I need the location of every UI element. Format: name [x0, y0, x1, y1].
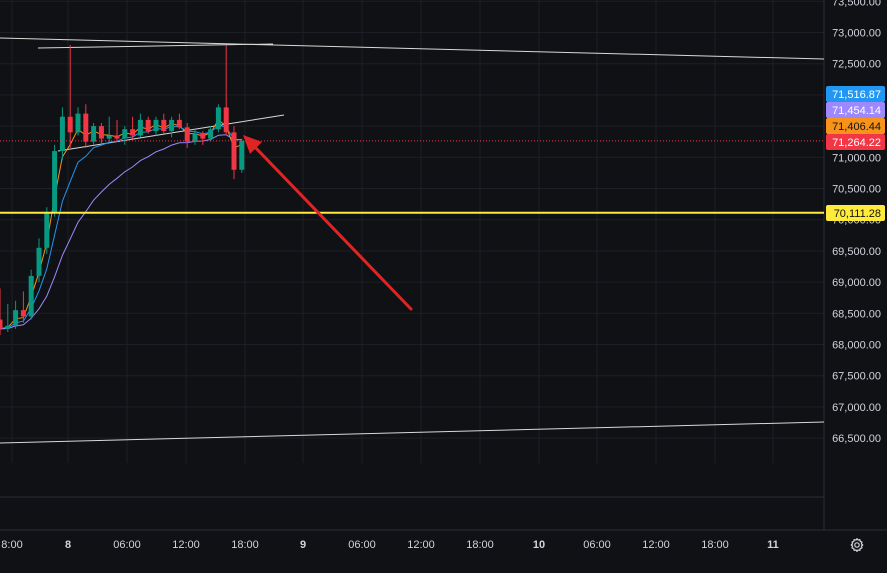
price-tick-label: 73,500.00 — [832, 0, 881, 8]
candle-body — [59, 116, 65, 152]
candle-body — [83, 113, 89, 142]
candle-body — [130, 129, 136, 136]
candle-body — [153, 119, 159, 132]
price-tick-label: 66,500.00 — [832, 433, 881, 445]
candle-body — [36, 247, 42, 276]
candle-body — [0, 319, 3, 329]
settings-button[interactable] — [848, 536, 866, 554]
candle-body — [208, 129, 214, 139]
candles — [0, 44, 245, 336]
time-tick-label: 18:00 — [466, 539, 494, 551]
trend-line — [37, 43, 274, 49]
price-tag-box — [826, 134, 885, 150]
price-tag-box — [826, 205, 885, 221]
candle-body — [52, 151, 58, 214]
time-tick-label: 12:00 — [407, 539, 435, 551]
candle-body — [114, 135, 120, 139]
time-tick-label: 11 — [767, 539, 779, 551]
price-tick-label: 68,000.00 — [832, 340, 881, 352]
candle-body — [176, 119, 182, 128]
price-tag-box — [826, 118, 885, 134]
price-tag-label: 71,264.22 — [832, 137, 881, 149]
moving-average-line — [0, 124, 242, 330]
candle-body — [200, 133, 206, 139]
price-tag-label: 70,111.28 — [834, 208, 881, 220]
candle-body — [231, 132, 237, 170]
candle-body — [75, 113, 81, 133]
price-tag-label: 71,406.44 — [832, 121, 881, 133]
time-tick-label: 9 — [300, 539, 306, 551]
price-tick-label: 69,000.00 — [832, 277, 881, 289]
trend-line — [0, 37, 825, 60]
trend-line — [0, 421, 825, 444]
time-tick-label: 12:00 — [172, 539, 200, 551]
trend-lines — [0, 37, 825, 444]
moving-average-line — [0, 134, 242, 330]
candle-body — [161, 119, 167, 132]
price-tick-label: 68,500.00 — [832, 308, 881, 320]
price-levels — [0, 140, 824, 214]
price-tags: 71,516.87 71,454.14 71,406.44 71,264.22 70,1… — [826, 86, 885, 221]
time-tick-label: 8 — [65, 539, 71, 551]
time-tick-label: 06:00 — [583, 539, 611, 551]
price-axis[interactable]: 73,500.0073,000.0072,500.0072,000.0071,5… — [832, 0, 881, 445]
time-tick-label: 18:00 — [231, 539, 259, 551]
candle-body — [184, 127, 190, 142]
arrow-shaft — [250, 142, 413, 311]
trend-line — [57, 114, 285, 152]
price-tag-label: 71,454.14 — [832, 105, 881, 117]
time-tick-label: 18:00 — [701, 539, 729, 551]
price-tick-label: 72,500.00 — [832, 59, 881, 71]
price-tick-label: 67,000.00 — [832, 402, 881, 414]
price-tick-label: 71,000.00 — [832, 152, 881, 164]
chart-grid — [0, 0, 887, 531]
annotation-arrow — [243, 135, 413, 311]
candle-body — [91, 126, 97, 142]
time-tick-label: 10 — [533, 539, 545, 551]
arrow-head — [243, 135, 262, 154]
candle-body — [28, 275, 34, 317]
candle-body — [13, 310, 19, 326]
candle-body — [122, 129, 128, 139]
price-tag-box — [826, 102, 885, 118]
candle-body — [137, 119, 143, 136]
price-tick-label: 67,500.00 — [832, 371, 881, 383]
candle-body — [192, 133, 198, 142]
candle-body — [106, 135, 112, 139]
time-tick-label: 06:00 — [113, 539, 141, 551]
candle-body — [223, 107, 229, 133]
time-tick-label: 06:00 — [348, 539, 376, 551]
candle-body — [67, 116, 73, 133]
moving-averages — [0, 119, 243, 330]
candle-body — [239, 140, 245, 170]
price-tick-label: 73,000.00 — [832, 28, 881, 40]
candle-body — [215, 107, 221, 130]
time-tick-label: 8:00 — [1, 539, 22, 551]
price-tick-label: 70,500.00 — [832, 184, 881, 196]
time-axis[interactable]: 8:00 8 06:00 12:00 18:00 9 06:00 12:00 18:00 10 06… — [1, 539, 779, 551]
candle-body — [5, 325, 11, 329]
price-tag-label: 71,516.87 — [832, 89, 881, 101]
candle-body — [44, 213, 50, 248]
gear-icon — [850, 538, 864, 552]
candle-body — [20, 310, 26, 317]
candle-body — [98, 126, 104, 139]
price-tag-box — [826, 86, 885, 102]
candle-body — [169, 119, 175, 132]
time-tick-label: 12:00 — [642, 539, 670, 551]
candle-body — [145, 119, 151, 132]
price-tick-label: 69,500.00 — [832, 246, 881, 258]
